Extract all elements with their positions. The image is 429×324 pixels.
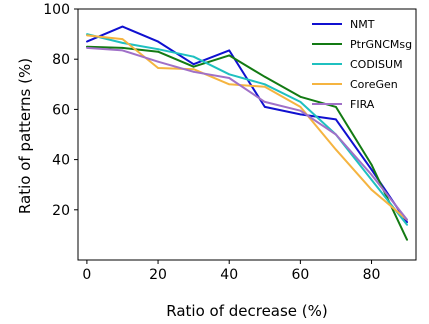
data-point — [228, 73, 231, 76]
data-point — [263, 83, 266, 86]
data-point — [121, 47, 124, 49]
series-line-1 — [86, 45, 409, 241]
x-tick-label: 60 — [291, 267, 309, 283]
data-point — [192, 55, 195, 58]
data-point — [370, 188, 373, 191]
data-point — [263, 75, 266, 78]
y-tick-label: 80 — [52, 52, 70, 68]
data-point — [406, 239, 408, 241]
data-point — [192, 65, 195, 68]
data-point — [86, 40, 88, 43]
data-point — [299, 106, 302, 108]
series-line-2 — [86, 33, 408, 226]
data-point — [121, 42, 124, 44]
data-point — [299, 109, 302, 112]
legend-label: CoreGen — [350, 78, 398, 91]
data-point — [121, 38, 124, 40]
y-axis-label: Ratio of patterns (%) — [16, 58, 34, 214]
data-point — [263, 106, 266, 108]
data-point — [121, 49, 124, 52]
data-point — [299, 113, 302, 116]
data-point — [299, 95, 302, 98]
data-point — [228, 83, 231, 86]
x-tick-label: 40 — [220, 267, 238, 283]
data-point — [192, 70, 195, 73]
data-point — [121, 25, 124, 28]
series-line-3 — [86, 34, 408, 221]
data-point — [406, 218, 408, 221]
data-point — [86, 34, 88, 37]
data-point — [335, 118, 337, 121]
data-point — [335, 106, 337, 108]
data-point — [370, 173, 373, 176]
data-point — [228, 77, 231, 79]
y-tick-label: 20 — [52, 203, 70, 219]
data-point — [406, 224, 408, 226]
x-tick-label: 20 — [149, 267, 167, 283]
series-line-4 — [86, 46, 408, 221]
legend-label: NMT — [350, 18, 375, 31]
plot-frame — [77, 8, 417, 261]
data-point — [86, 47, 88, 49]
data-point — [157, 67, 160, 69]
data-point — [370, 168, 373, 171]
data-point — [299, 101, 302, 103]
data-point — [157, 40, 160, 43]
data-point — [263, 85, 266, 88]
y-tick-label: 100 — [43, 2, 70, 18]
data-point — [335, 133, 337, 136]
y-tick-label: 60 — [52, 102, 70, 118]
legend-label: FIRA — [350, 98, 375, 111]
x-tick-label: 80 — [363, 267, 381, 283]
data-point — [370, 163, 373, 166]
data-point — [157, 50, 160, 53]
data-point — [228, 49, 231, 52]
data-point — [157, 60, 160, 63]
y-axis: 20 40 60 80 100 — [43, 2, 78, 219]
data-point — [263, 101, 266, 103]
x-axis-label: Ratio of decrease (%) — [166, 302, 328, 320]
x-axis: 0 20 40 60 80 — [82, 260, 380, 283]
series-lines — [86, 25, 409, 241]
y-tick-label: 40 — [52, 153, 70, 169]
data-point — [192, 63, 195, 66]
data-point — [370, 178, 373, 181]
data-point — [335, 148, 337, 151]
legend-label: PtrGNCMsg — [350, 38, 412, 51]
data-point — [192, 68, 195, 71]
x-tick-label: 0 — [82, 267, 91, 283]
legend-label: CODISUM — [350, 58, 403, 71]
legend: NMT PtrGNCMsg CODISUM CoreGen FIRA — [312, 18, 412, 111]
data-point — [228, 54, 231, 57]
data-point — [157, 48, 160, 51]
